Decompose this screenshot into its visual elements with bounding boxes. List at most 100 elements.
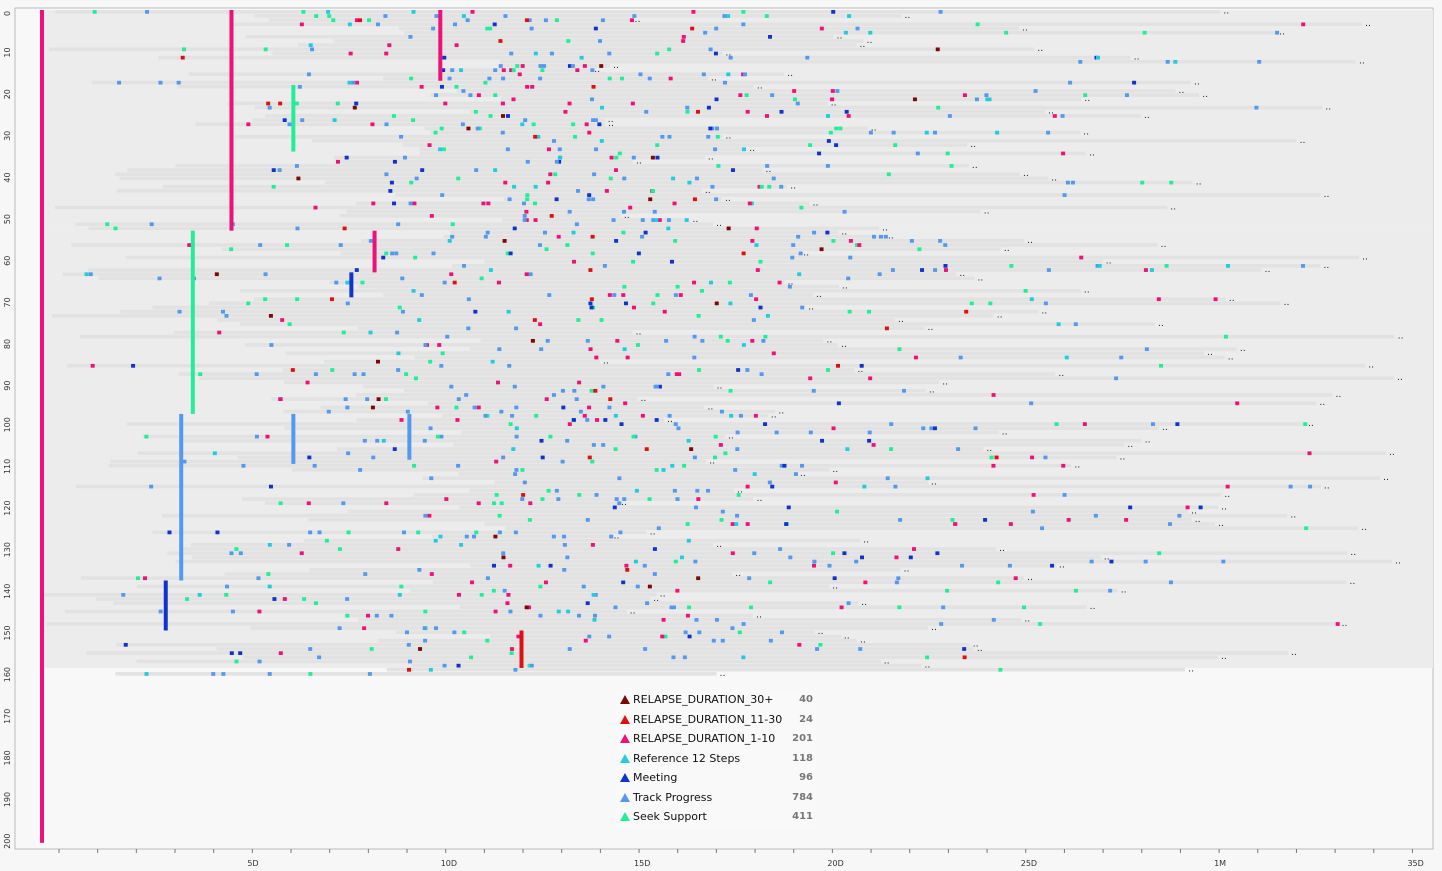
- event-marker[interactable]: [493, 68, 498, 73]
- event-marker[interactable]: [800, 305, 805, 310]
- legend-item[interactable]: Meeting 96: [616, 768, 816, 788]
- event-marker[interactable]: [335, 159, 340, 164]
- event-marker[interactable]: [572, 259, 577, 264]
- event-marker[interactable]: [618, 530, 623, 535]
- event-marker[interactable]: [520, 64, 525, 68]
- event-marker[interactable]: [538, 584, 543, 589]
- event-marker[interactable]: [474, 168, 479, 172]
- event-marker[interactable]: [1177, 513, 1182, 518]
- event-marker[interactable]: [355, 80, 360, 85]
- event-marker[interactable]: [363, 572, 368, 576]
- event-marker[interactable]: [271, 168, 276, 172]
- event-marker[interactable]: [560, 388, 565, 393]
- event-marker[interactable]: [917, 247, 922, 252]
- event-marker[interactable]: [1070, 180, 1075, 185]
- event-marker[interactable]: [664, 338, 669, 343]
- event-marker[interactable]: [696, 576, 701, 581]
- event-marker[interactable]: [149, 484, 154, 489]
- event-marker[interactable]: [263, 47, 268, 52]
- event-marker[interactable]: [442, 663, 447, 668]
- event-marker[interactable]: [536, 134, 541, 139]
- event-marker[interactable]: [440, 193, 445, 197]
- event-marker[interactable]: [485, 26, 490, 31]
- event-marker[interactable]: [581, 584, 586, 589]
- event-marker[interactable]: [1150, 422, 1155, 427]
- event-marker[interactable]: [313, 205, 318, 210]
- event-marker[interactable]: [548, 434, 553, 439]
- event-marker[interactable]: [347, 80, 352, 85]
- event-marker[interactable]: [683, 630, 688, 635]
- event-marker[interactable]: [479, 592, 484, 597]
- event-marker[interactable]: [587, 130, 592, 135]
- event-marker[interactable]: [741, 10, 746, 14]
- event-marker[interactable]: [370, 405, 375, 410]
- event-marker[interactable]: [674, 372, 679, 377]
- event-marker[interactable]: [960, 563, 965, 568]
- event-marker[interactable]: [643, 647, 648, 651]
- event-marker[interactable]: [935, 551, 940, 556]
- event-marker[interactable]: [296, 176, 301, 181]
- event-marker[interactable]: [254, 372, 259, 377]
- event-marker[interactable]: [221, 309, 226, 314]
- event-marker[interactable]: [317, 530, 322, 535]
- event-marker[interactable]: [376, 359, 381, 364]
- event-marker[interactable]: [831, 426, 836, 431]
- event-marker[interactable]: [229, 651, 234, 656]
- event-marker[interactable]: [733, 468, 738, 472]
- event-marker[interactable]: [713, 455, 718, 460]
- event-marker[interactable]: [407, 659, 412, 664]
- event-marker[interactable]: [439, 363, 444, 368]
- event-marker[interactable]: [538, 322, 543, 327]
- event-marker[interactable]: [450, 234, 455, 239]
- event-marker[interactable]: [511, 447, 516, 451]
- event-marker[interactable]: [1168, 580, 1173, 585]
- event-marker[interactable]: [945, 151, 950, 156]
- event-marker[interactable]: [885, 476, 890, 481]
- event-marker[interactable]: [722, 14, 727, 18]
- event-marker[interactable]: [694, 617, 699, 622]
- event-marker[interactable]: [502, 239, 507, 243]
- event-marker[interactable]: [516, 634, 521, 639]
- event-marker[interactable]: [921, 426, 926, 431]
- event-marker[interactable]: [1308, 484, 1313, 489]
- event-marker[interactable]: [985, 97, 990, 102]
- event-marker[interactable]: [782, 463, 787, 468]
- event-marker[interactable]: [182, 459, 187, 464]
- event-marker[interactable]: [676, 426, 681, 431]
- event-marker[interactable]: [486, 201, 491, 206]
- event-marker[interactable]: [460, 122, 465, 127]
- event-marker[interactable]: [454, 84, 459, 89]
- event-marker[interactable]: [238, 651, 243, 656]
- event-marker[interactable]: [476, 501, 481, 506]
- event-marker[interactable]: [475, 126, 480, 131]
- event-marker[interactable]: [745, 522, 750, 526]
- event-marker[interactable]: [696, 497, 701, 501]
- event-marker[interactable]: [1335, 622, 1340, 626]
- event-marker[interactable]: [599, 64, 604, 68]
- event-marker[interactable]: [121, 592, 126, 597]
- event-marker[interactable]: [1165, 59, 1170, 64]
- event-marker[interactable]: [749, 605, 754, 610]
- event-marker[interactable]: [492, 22, 497, 27]
- event-marker[interactable]: [750, 239, 755, 243]
- event-marker[interactable]: [894, 555, 899, 560]
- event-marker[interactable]: [915, 151, 920, 156]
- event-marker[interactable]: [456, 397, 461, 402]
- event-marker[interactable]: [585, 418, 590, 422]
- event-marker[interactable]: [735, 513, 740, 518]
- event-marker[interactable]: [795, 101, 800, 106]
- event-marker[interactable]: [958, 355, 963, 360]
- event-marker[interactable]: [413, 376, 418, 381]
- event-marker[interactable]: [644, 447, 649, 451]
- event-marker[interactable]: [337, 547, 342, 551]
- event-marker[interactable]: [394, 251, 399, 256]
- group-span-bar[interactable]: [163, 580, 168, 631]
- event-marker[interactable]: [344, 155, 349, 160]
- event-marker[interactable]: [623, 301, 628, 306]
- event-marker[interactable]: [257, 609, 262, 614]
- event-marker[interactable]: [498, 39, 503, 43]
- event-marker[interactable]: [459, 543, 464, 547]
- event-marker[interactable]: [527, 518, 532, 522]
- event-marker[interactable]: [600, 105, 605, 110]
- event-marker[interactable]: [158, 80, 163, 85]
